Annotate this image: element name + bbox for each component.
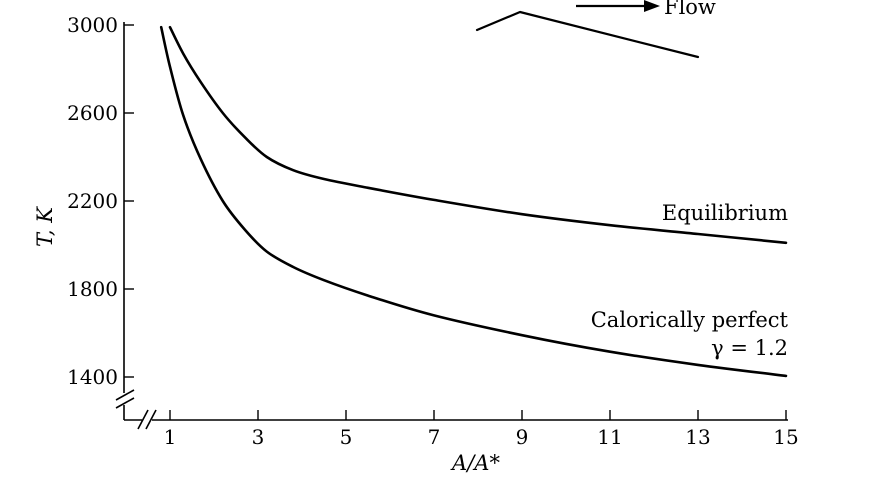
y-tick-label: 2200: [67, 189, 118, 213]
curves: [159, 25, 788, 378]
x-ticks: 1 3 5 7 9 11 13 15: [164, 410, 799, 449]
series-line-calorically-perfect: [159, 25, 788, 378]
flow-inset: Flow: [475, 0, 716, 59]
y-ticks: 1400 1800 2200 2600 3000: [67, 13, 134, 389]
nozzle-contour-sketch: [475, 10, 700, 59]
x-tick-label: 9: [516, 425, 529, 449]
flow-arrow-head: [644, 0, 660, 12]
y-tick-label: 1800: [67, 277, 118, 301]
x-tick-label: 13: [685, 425, 710, 449]
x-tick-label: 15: [773, 425, 798, 449]
x-tick-label: 3: [252, 425, 265, 449]
x-tick-label: 11: [597, 425, 622, 449]
series-label-equilibrium: Equilibrium: [662, 201, 788, 225]
series-label-calorically-perfect: Calorically perfect: [591, 308, 789, 332]
x-tick-label: 5: [340, 425, 353, 449]
y-axis-break-mark-1: [115, 389, 135, 401]
x-axis-break-mark-1: [137, 409, 149, 430]
y-axis-label: T, K: [33, 206, 57, 247]
y-tick-label: 2600: [67, 101, 118, 125]
y-tick-label: 1400: [67, 365, 118, 389]
y-tick-label: 3000: [67, 13, 118, 37]
x-axis-label: A/A*: [450, 451, 500, 475]
y-axis-break-mark-2: [115, 397, 135, 409]
series-line-equilibrium: [168, 25, 788, 245]
x-tick-label: 7: [428, 425, 441, 449]
flow-label: Flow: [664, 0, 716, 19]
x-tick-label: 1: [164, 425, 177, 449]
series-label-gamma: γ = 1.2: [711, 336, 788, 360]
x-axis-break-mark-2: [145, 409, 157, 430]
chart-axes: [115, 22, 788, 430]
